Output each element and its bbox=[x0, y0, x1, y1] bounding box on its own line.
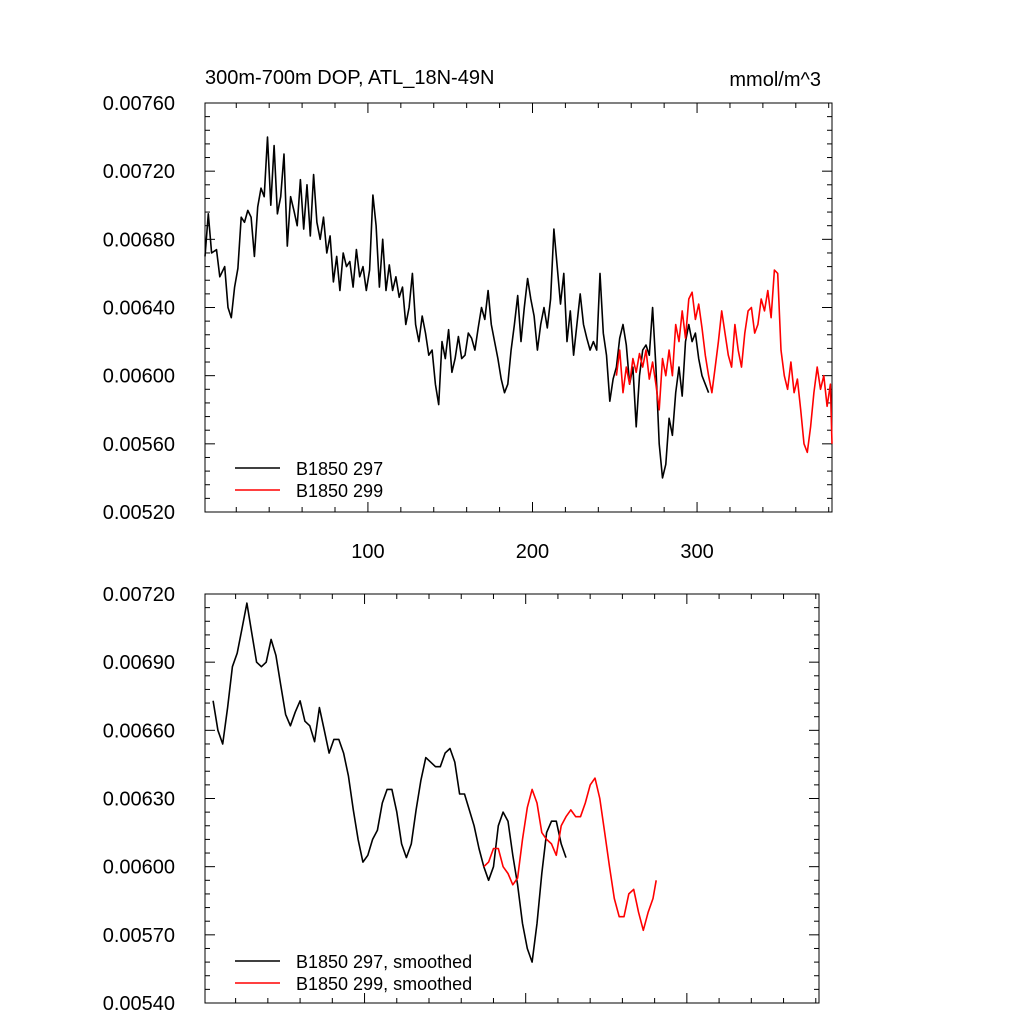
bottom-plot-frame bbox=[204, 593, 820, 1004]
bottom-x-axis bbox=[235, 594, 817, 1003]
bottom-series bbox=[212, 602, 657, 963]
bottom-legend: B1850 297, smoothed B1850 299, smoothed bbox=[235, 952, 472, 994]
top-series bbox=[204, 136, 833, 479]
bottom-y-tick-label: 0.00720 bbox=[103, 584, 175, 606]
legend-label-b1850-297: B1850 297 bbox=[296, 459, 383, 479]
top-y-tick-label: 0.00520 bbox=[103, 502, 175, 524]
bottom-y-tick-label: 0.00600 bbox=[103, 857, 175, 879]
top-x-axis: 100 200 300 bbox=[235, 103, 830, 563]
top-y-tick-label: 0.00720 bbox=[103, 161, 175, 183]
series-line-b1850-299-smoothed bbox=[483, 777, 657, 932]
top-title: 300m-700m DOP, ATL_18N-49N bbox=[205, 67, 494, 89]
top-y-tick-label: 0.00760 bbox=[103, 93, 175, 115]
top-x-tick-label: 300 bbox=[680, 541, 713, 563]
top-y-tick-label: 0.00560 bbox=[103, 434, 175, 456]
top-panel: 300m-700m DOP, ATL_18N-49N mmol/m^3 0.00… bbox=[103, 67, 833, 563]
bottom-panel: 0.00540 0.00570 0.00600 0.00630 0.00660 0.006… bbox=[103, 584, 820, 1015]
top-x-tick-label: 200 bbox=[516, 541, 549, 563]
top-y-tick-label: 0.00600 bbox=[103, 366, 175, 388]
bottom-y-tick-label: 0.00630 bbox=[103, 789, 175, 811]
legend-label-b1850-299: B1850 299 bbox=[296, 481, 383, 501]
top-units: mmol/m^3 bbox=[729, 69, 821, 91]
series-line-b1850-297 bbox=[204, 136, 710, 479]
top-y-tick-label: 0.00640 bbox=[103, 298, 175, 320]
bottom-y-tick-label: 0.00690 bbox=[103, 652, 175, 674]
series-line-b1850-297-smoothed bbox=[212, 602, 567, 963]
series-line-b1850-299 bbox=[615, 269, 833, 454]
legend-label-b1850-299-smoothed: B1850 299, smoothed bbox=[296, 974, 472, 994]
bottom-y-tick-label: 0.00540 bbox=[103, 993, 175, 1015]
bottom-y-tick-label: 0.00660 bbox=[103, 720, 175, 742]
top-y-tick-label: 0.00680 bbox=[103, 229, 175, 251]
bottom-y-tick-label: 0.00570 bbox=[103, 925, 175, 947]
top-y-axis: 0.00520 0.00560 0.00600 0.00640 0.00680 0.007… bbox=[103, 93, 832, 524]
legend-label-b1850-297-smoothed: B1850 297, smoothed bbox=[296, 952, 472, 972]
bottom-y-axis: 0.00540 0.00570 0.00600 0.00630 0.00660 0.006… bbox=[103, 584, 819, 1015]
top-legend: B1850 297 B1850 299 bbox=[235, 459, 383, 501]
top-x-tick-label: 100 bbox=[351, 541, 384, 563]
